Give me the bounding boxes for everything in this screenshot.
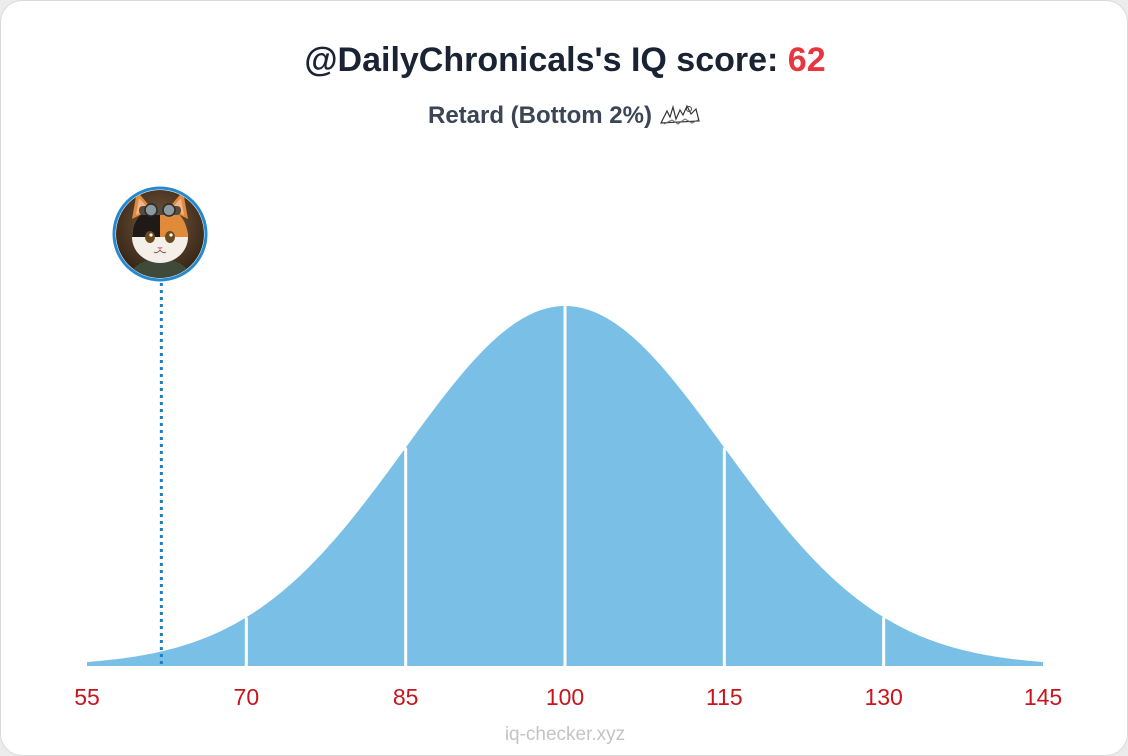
- tick-label-130: 130: [864, 684, 902, 710]
- tick-label-145: 145: [1024, 684, 1062, 710]
- tick-label-55: 55: [74, 684, 100, 710]
- iq-score: 62: [787, 41, 826, 79]
- site-credit: iq-checker.xyz: [504, 724, 626, 745]
- tick-label-100: 100: [546, 684, 584, 710]
- category-label: Retard (Bottom 2%): [427, 102, 652, 129]
- iq-distribution-chart: 55 70 85 100 115 130 145: [74, 186, 1062, 710]
- tick-label-85: 85: [393, 684, 419, 710]
- avatar: [112, 186, 208, 282]
- iq-category: Retard (Bottom 2%): [1, 101, 1127, 130]
- tick-label-70: 70: [234, 684, 260, 710]
- page-title: @DailyChronicals's IQ score: 62: [1, 41, 1127, 80]
- title-prefix: @DailyChronicals's IQ score:: [304, 41, 788, 79]
- tick-label-115: 115: [706, 684, 743, 710]
- sticker-icon: [658, 101, 702, 127]
